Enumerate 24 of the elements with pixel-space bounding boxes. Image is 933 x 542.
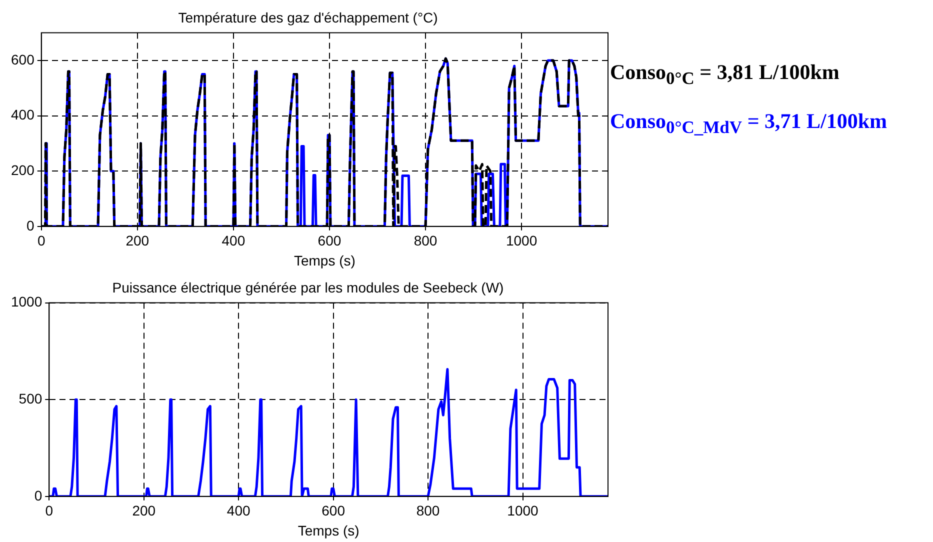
y-tick-label: 1000	[10, 294, 42, 310]
x-tick-label: 400	[222, 232, 246, 249]
x-axis-title: Temps (s)	[294, 252, 356, 268]
y-tick-label: 400	[11, 106, 35, 123]
chart-title: Puissance électrique générée par les modules de Seebeck (W)	[112, 279, 504, 296]
x-tick-label: 800	[414, 232, 438, 249]
x-tick-label: 1000	[506, 232, 538, 249]
x-tick-label: 1000	[507, 502, 539, 519]
x-tick-label: 0	[45, 502, 54, 519]
x-tick-label: 600	[318, 232, 342, 249]
x-tick-label: 200	[126, 232, 150, 249]
series-label: Conso$_{0°C_MdV}$ = 3,71 L/100km	[610, 109, 888, 138]
series-label: Conso$_{0°C}$ = 3,81 L/100km	[610, 60, 840, 90]
chart-title: Température des gaz d'échappement (°C)	[178, 9, 438, 26]
x-tick-label: 400	[226, 502, 250, 519]
y-tick-label: 600	[11, 51, 35, 68]
y-tick-label: 0	[34, 487, 42, 504]
y-tick-label: 200	[11, 162, 35, 178]
y-tick-label: 0	[26, 217, 35, 234]
y-tick-label: 500	[18, 390, 42, 406]
x-tick-label: 800	[416, 502, 440, 519]
x-axis-title: Temps (s)	[298, 522, 360, 538]
x-tick-label: 600	[322, 502, 346, 519]
x-tick-label: 200	[132, 502, 156, 519]
